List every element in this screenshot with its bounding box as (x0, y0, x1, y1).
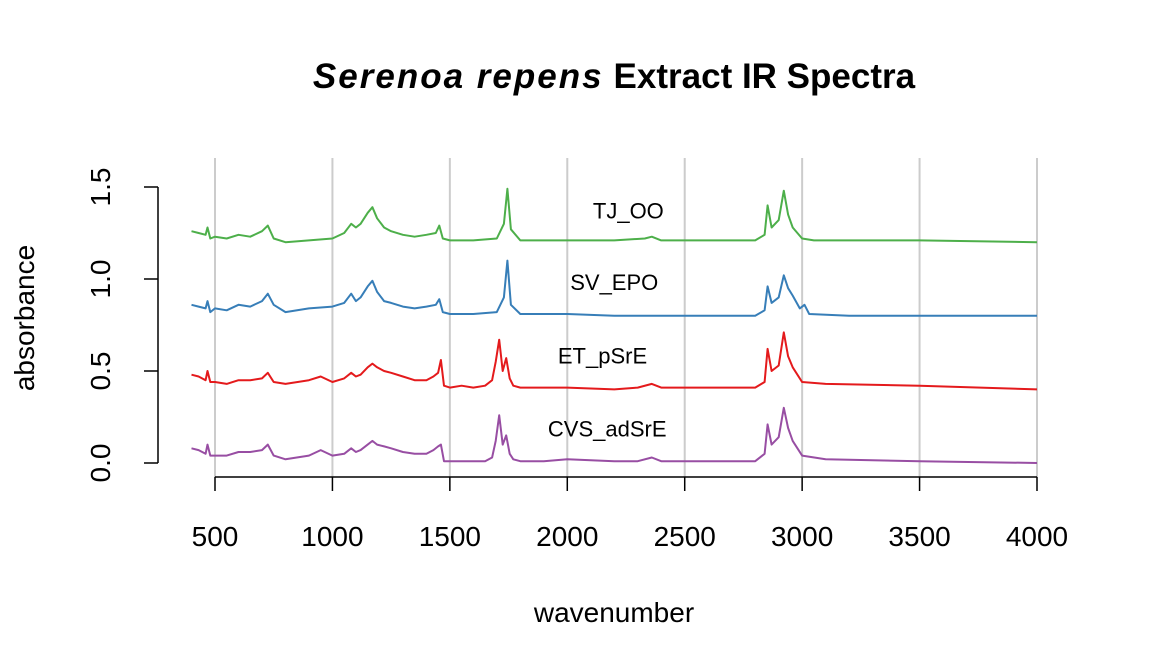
y-tick-label: 1.0 (85, 260, 116, 299)
grid-lines (214, 158, 1038, 477)
series-labels: TJ_OO SV_EPO ET_pSrE CVS_adSrE (548, 198, 667, 441)
y-tick-label: 0.0 (85, 444, 116, 483)
x-tick-label: 3500 (888, 521, 950, 552)
x-tick-label: 500 (192, 521, 239, 552)
x-tick-label: 4000 (1006, 521, 1068, 552)
chart-title-rest: Extract IR Spectra (614, 57, 916, 96)
series-line-et-psre (191, 331, 1038, 391)
x-axis-label: wavenumber (533, 597, 694, 628)
series-label: TJ_OO (593, 198, 664, 223)
series-line-tj-oo (191, 187, 1038, 244)
y-tick-label: 0.5 (85, 352, 116, 391)
series-label: SV_EPO (570, 270, 658, 295)
x-tick-label: 2000 (536, 521, 598, 552)
x-tick-label: 1500 (419, 521, 481, 552)
x-tick-label: 2500 (654, 521, 716, 552)
series-line-cvs-adsre (191, 406, 1038, 464)
chart-title: Serenoa repens Extract IR Spectra (313, 57, 916, 96)
y-tick-label: 1.5 (85, 168, 116, 207)
chart-title-italic: Serenoa repens (313, 57, 604, 96)
series-layer (191, 187, 1038, 464)
series-line-sv-epo (191, 259, 1037, 317)
x-axis: 500 1000 1500 2000 2500 3000 3500 4000 (192, 476, 1068, 552)
y-axis-label: absorbance (9, 245, 40, 391)
series-label: ET_pSrE (558, 344, 647, 369)
series-label: CVS_adSrE (548, 416, 667, 441)
y-axis: 0.0 0.5 1.0 1.5 (85, 168, 159, 483)
x-tick-label: 1000 (301, 521, 363, 552)
x-tick-label: 3000 (771, 521, 833, 552)
